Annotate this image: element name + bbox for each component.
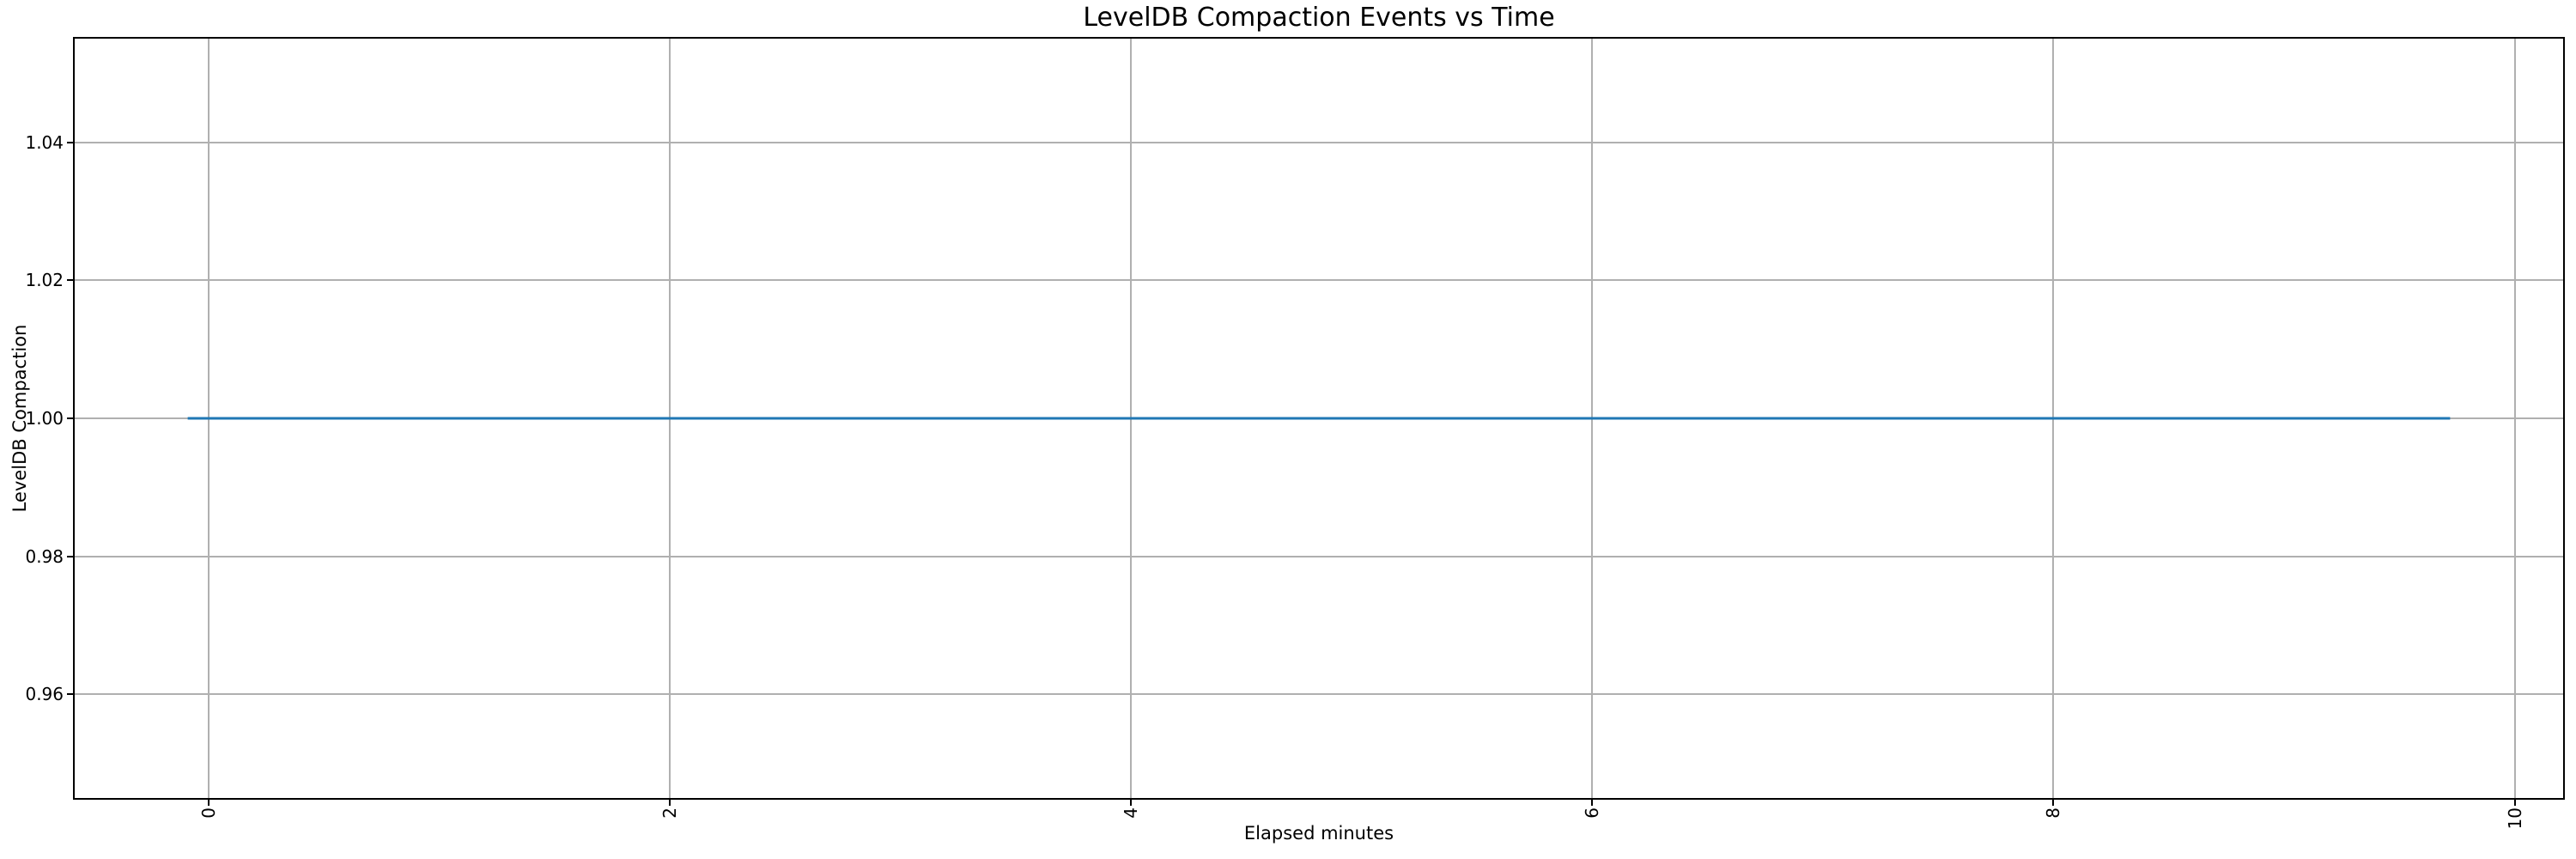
y-tick-mark (67, 279, 73, 282)
x-tick-label: 6 (1582, 807, 1603, 819)
y-tick-mark (67, 693, 73, 696)
x-tick-mark (207, 800, 210, 806)
y-tick-mark (67, 555, 73, 557)
gridline-horizontal (75, 555, 2563, 557)
chart-title: LevelDB Compaction Events vs Time (1083, 3, 1555, 33)
gridline-horizontal (75, 279, 2563, 282)
y-tick-label: 1.04 (25, 131, 64, 153)
x-tick-label: 0 (197, 807, 219, 819)
plot-area (75, 39, 2563, 798)
plot-line-layer (187, 417, 2451, 420)
x-tick-mark (2052, 800, 2055, 806)
x-tick-mark (668, 800, 671, 806)
gridline-horizontal (75, 693, 2563, 696)
x-tick-label: 2 (659, 807, 680, 819)
y-tick-label: 1.02 (25, 270, 64, 291)
y-tick-label: 1.00 (25, 408, 64, 429)
y-tick-mark (67, 141, 73, 143)
x-tick-mark (1591, 800, 1594, 806)
x-tick-label: 8 (2043, 807, 2064, 819)
gridline-horizontal (75, 141, 2563, 143)
x-tick-mark (2513, 800, 2516, 806)
plot-area-border (73, 37, 2565, 800)
y-tick-label: 0.96 (25, 684, 64, 705)
x-tick-mark (1130, 800, 1133, 806)
y-axis-label: LevelDB Compaction (9, 324, 30, 513)
y-tick-label: 0.98 (25, 545, 64, 567)
x-axis-label: Elapsed minutes (1243, 823, 1394, 844)
y-tick-mark (67, 417, 73, 419)
x-tick-label: 4 (1121, 807, 1142, 819)
